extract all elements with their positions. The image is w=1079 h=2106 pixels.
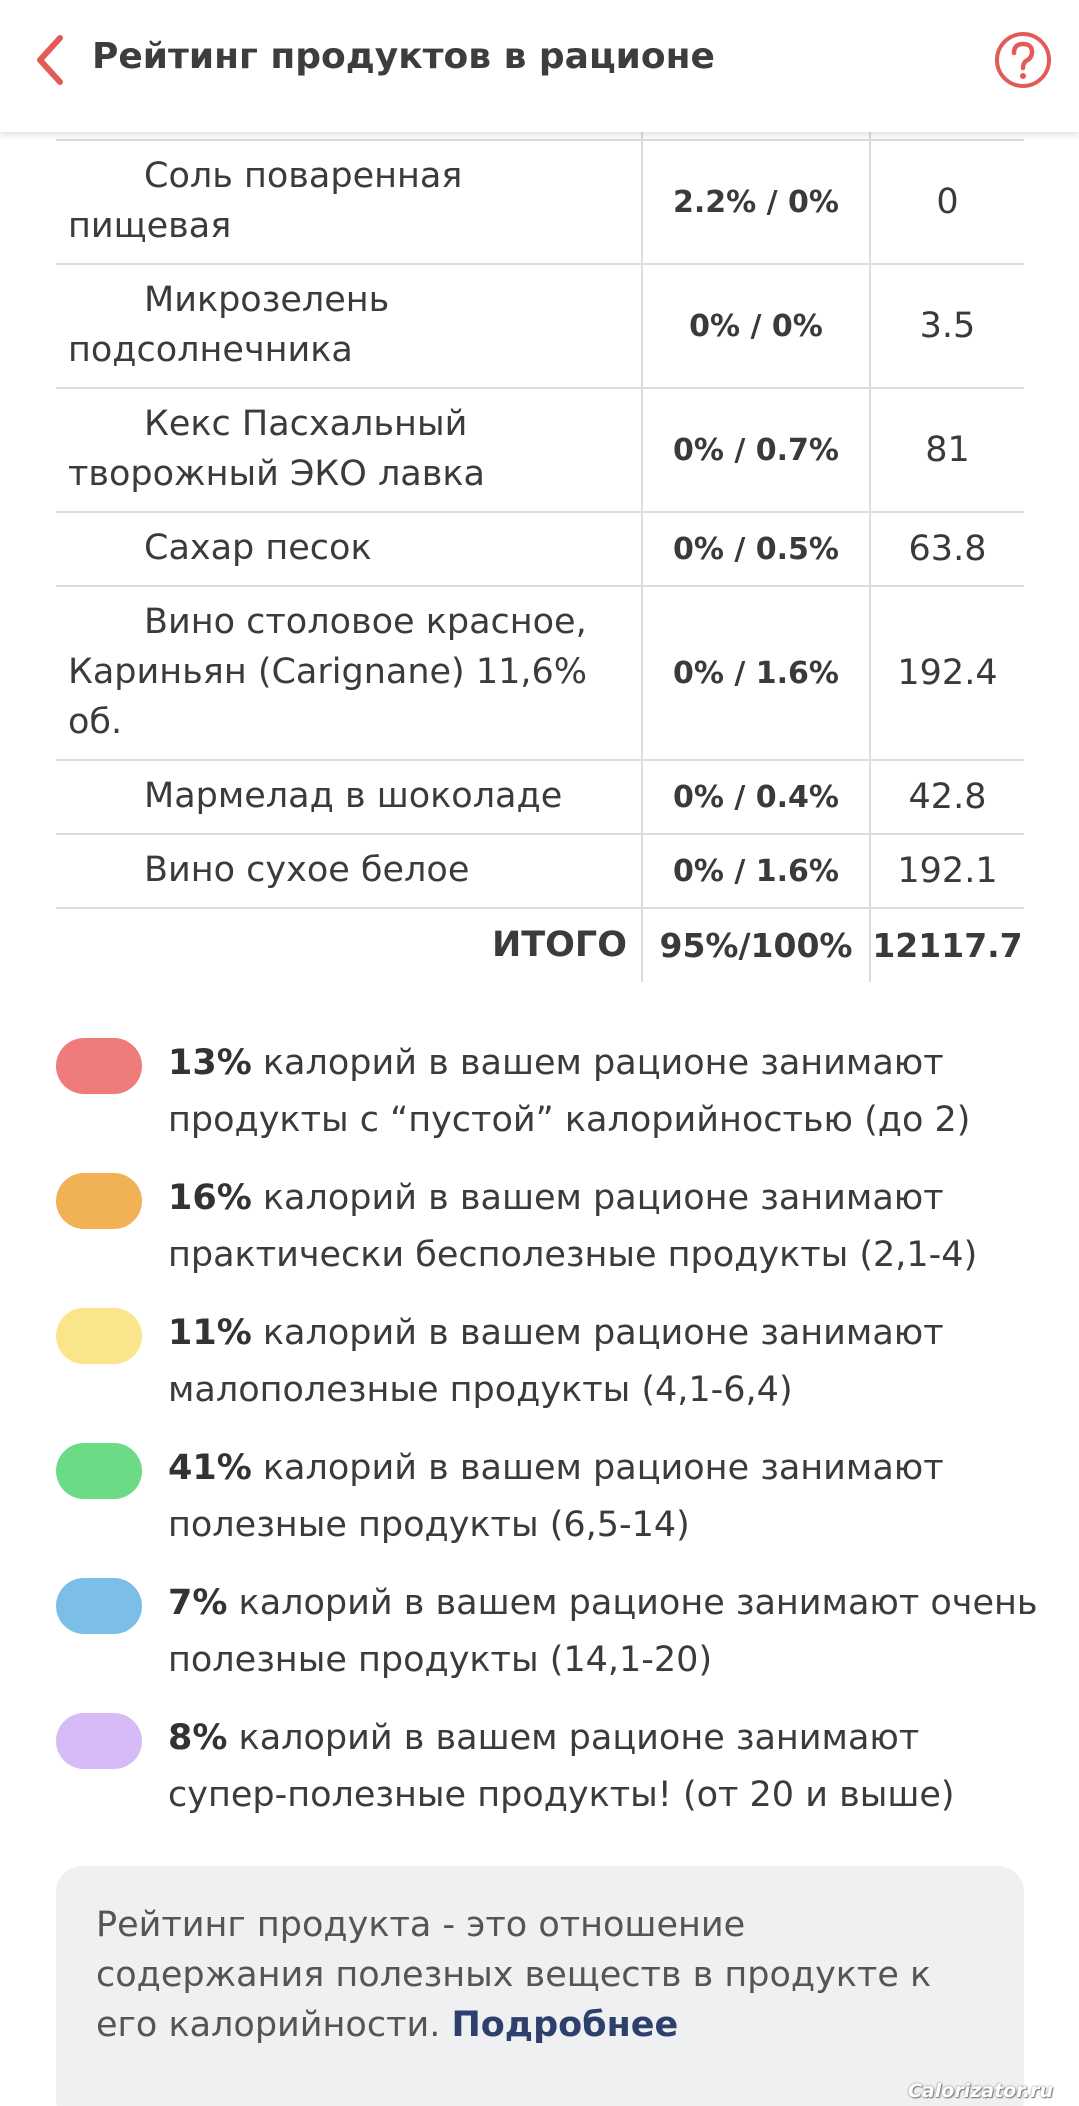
product-share: 0% / 0.4%: [641, 760, 870, 835]
product-name: Соль поваренная пищевая: [56, 140, 642, 265]
legend-percent: 11%: [168, 1313, 252, 1353]
total-share: 95%/100%: [641, 908, 870, 982]
legend-swatch-blue: [56, 1578, 142, 1634]
legend-item: 11% калорий в вашем рационе занимают мал…: [56, 1305, 1036, 1440]
product-share: 0% / 0.5%: [641, 512, 870, 587]
legend-swatch-purple: [56, 1713, 142, 1769]
product-name: Вино столовое красное, Кариньян (Carigna…: [56, 586, 642, 761]
legend-item: 8% калорий в вашем рационе занимают супе…: [56, 1710, 1036, 1845]
product-name: Микрозелень подсолнечника: [56, 264, 642, 389]
total-kcal: 12117.7: [869, 908, 1024, 982]
product-share: 0% / 0%: [641, 264, 870, 389]
legend-item: 16% калорий в вашем рационе занимают пра…: [56, 1170, 1036, 1305]
legend-percent: 13%: [168, 1043, 252, 1083]
legend-percent: 41%: [168, 1448, 252, 1488]
product-share: 0% / 1.6%: [641, 834, 870, 909]
table-row[interactable]: Мармелад в шоколаде 0% / 0.4% 42.8: [56, 760, 1024, 835]
product-name: Сахар песок: [56, 512, 642, 587]
legend-swatch-yellow: [56, 1308, 142, 1364]
product-kcal: 42.8: [869, 760, 1024, 835]
table-row[interactable]: Соль поваренная пищевая 2.2% / 0% 0: [56, 140, 1024, 265]
product-kcal: 63.8: [869, 512, 1024, 587]
watermark: Calorizator.ru: [907, 2080, 1053, 2102]
products-table: Соль поваренная пищевая 2.2% / 0% 0 Микр…: [56, 132, 1024, 982]
help-button[interactable]: [993, 30, 1053, 90]
info-text: Рейтинг продукта - это отношение содержа…: [96, 1905, 932, 2045]
legend-swatch-orange: [56, 1173, 142, 1229]
product-kcal: 192.1: [869, 834, 1024, 909]
legend-description: калорий в вашем рационе занимают супер-п…: [168, 1718, 955, 1815]
legend-swatch-red: [56, 1038, 142, 1094]
legend-item: 13% калорий в вашем рационе занимают про…: [56, 1035, 1036, 1170]
app-header: Рейтинг продуктов в рационе: [0, 0, 1079, 132]
legend-description: калорий в вашем рационе занимают полезны…: [168, 1448, 944, 1545]
calorie-legend: 13% калорий в вашем рационе занимают про…: [56, 1035, 1038, 1845]
legend-percent: 16%: [168, 1178, 252, 1218]
total-label: ИТОГО: [492, 924, 627, 965]
legend-item: 7% калорий в вашем рационе занимают очен…: [56, 1575, 1038, 1710]
page-title: Рейтинг продуктов в рационе: [92, 36, 715, 77]
legend-item: 41% калорий в вашем рационе занимают пол…: [56, 1440, 1036, 1575]
product-name: Мармелад в шоколаде: [56, 760, 642, 835]
table-row[interactable]: Вино столовое красное, Кариньян (Carigna…: [56, 586, 1024, 761]
rating-info-box: Рейтинг продукта - это отношение содержа…: [56, 1866, 1024, 2106]
product-name: Вино сухое белое: [56, 834, 642, 909]
legend-swatch-green: [56, 1443, 142, 1499]
product-kcal: 81: [869, 388, 1024, 513]
product-kcal: 3.5: [869, 264, 1024, 389]
legend-description: калорий в вашем рационе занимают очень п…: [168, 1583, 1038, 1680]
product-kcal: 0: [869, 140, 1024, 265]
back-button[interactable]: [18, 28, 82, 92]
chevron-left-icon: [37, 35, 63, 85]
legend-percent: 7%: [168, 1583, 228, 1623]
table-row[interactable]: Микрозелень подсолнечника 0% / 0% 3.5: [56, 264, 1024, 389]
product-name: Кекс Пасхальный творожный ЭКО лавка: [56, 388, 642, 513]
product-share: 0% / 1.6%: [641, 586, 870, 761]
legend-description: калорий в вашем рационе занимают практич…: [168, 1178, 978, 1275]
table-row-partial: [56, 132, 1024, 141]
legend-percent: 8%: [168, 1718, 228, 1758]
product-kcal: 192.4: [869, 586, 1024, 761]
more-info-link[interactable]: Подробнее: [451, 2005, 679, 2045]
product-share: 0% / 0.7%: [641, 388, 870, 513]
legend-description: калорий в вашем рационе занимают малопол…: [168, 1313, 944, 1410]
product-share: 2.2% / 0%: [641, 140, 870, 265]
question-circle-icon: [995, 32, 1051, 88]
table-row[interactable]: Вино сухое белое 0% / 1.6% 192.1: [56, 834, 1024, 909]
table-total-row: ИТОГО 95%/100% 12117.7: [56, 908, 1024, 982]
legend-description: калорий в вашем рационе занимают продукт…: [168, 1043, 971, 1140]
table-row[interactable]: Сахар песок 0% / 0.5% 63.8: [56, 512, 1024, 587]
table-row[interactable]: Кекс Пасхальный творожный ЭКО лавка 0% /…: [56, 388, 1024, 513]
